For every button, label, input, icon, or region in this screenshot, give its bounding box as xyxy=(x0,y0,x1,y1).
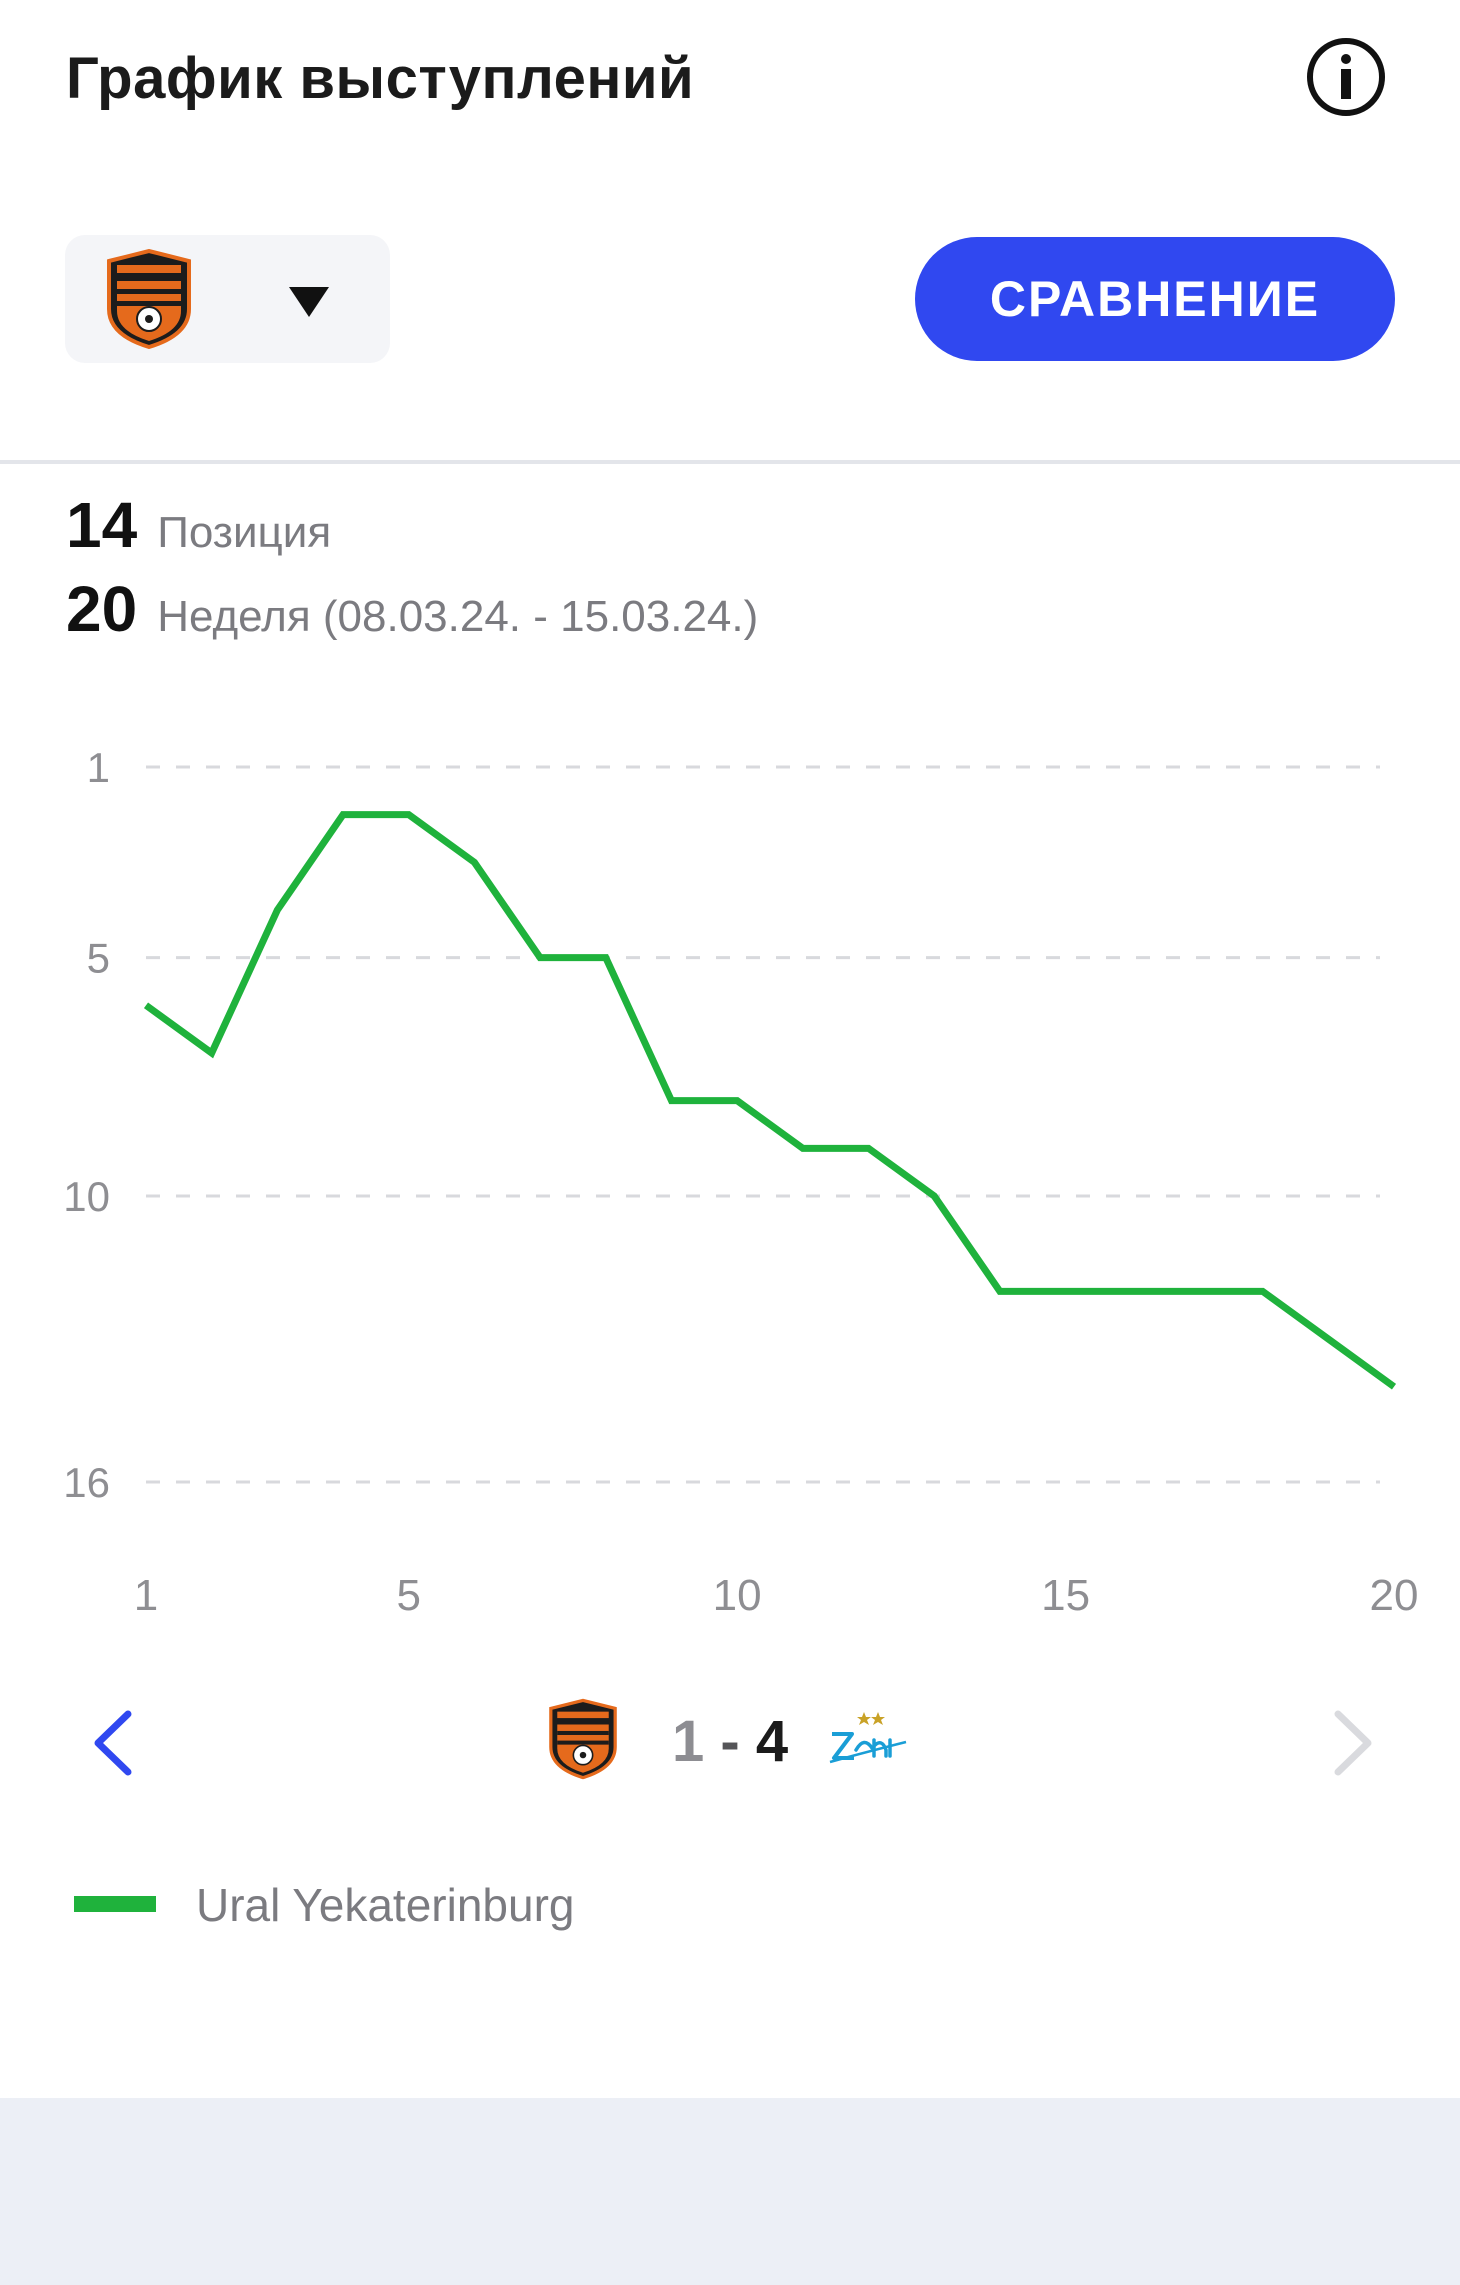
ural-crest-icon xyxy=(107,249,191,349)
info-icon[interactable] xyxy=(1306,37,1386,117)
position-stat: 14 Позиция xyxy=(66,488,331,562)
divider xyxy=(0,460,1460,464)
compare-button[interactable]: СРАВНЕНИЕ xyxy=(915,237,1395,361)
y-tick-label: 5 xyxy=(87,935,110,982)
team-selector[interactable] xyxy=(65,235,390,363)
away-score: 4 xyxy=(755,1709,789,1774)
chevron-left-icon[interactable] xyxy=(84,1708,144,1778)
y-tick-label: 1 xyxy=(87,744,110,791)
y-tick-label: 16 xyxy=(63,1459,110,1506)
footer-area xyxy=(0,2098,1460,2285)
x-tick-label: 15 xyxy=(1041,1571,1090,1620)
ural-crest-icon xyxy=(549,1698,617,1780)
position-value: 14 xyxy=(66,489,138,561)
x-tick-label: 20 xyxy=(1370,1571,1419,1620)
legend-label: Ural Yekaterinburg xyxy=(196,1879,575,1931)
zenit-logo-icon xyxy=(829,1712,907,1764)
y-tick-label: 10 xyxy=(63,1173,110,1220)
home-score: 1 xyxy=(672,1709,705,1774)
series-line xyxy=(143,811,1397,1390)
week-label: Неделя (08.03.24. - 15.03.24.) xyxy=(157,592,759,641)
caret-down-icon xyxy=(289,287,329,317)
x-tick-label: 1 xyxy=(134,1571,158,1620)
score-separator: - xyxy=(704,1709,756,1774)
match-score: 1 - 4 xyxy=(672,1708,788,1775)
legend-swatch xyxy=(74,1896,156,1912)
week-stat: 20 Неделя (08.03.24. - 15.03.24.) xyxy=(66,572,758,646)
page-title: График выступлений xyxy=(66,46,695,111)
x-tick-label: 5 xyxy=(396,1571,420,1620)
chevron-right-icon[interactable] xyxy=(1322,1708,1382,1778)
position-label: Позиция xyxy=(157,508,332,557)
week-value: 20 xyxy=(66,573,138,645)
x-tick-label: 10 xyxy=(713,1571,762,1620)
